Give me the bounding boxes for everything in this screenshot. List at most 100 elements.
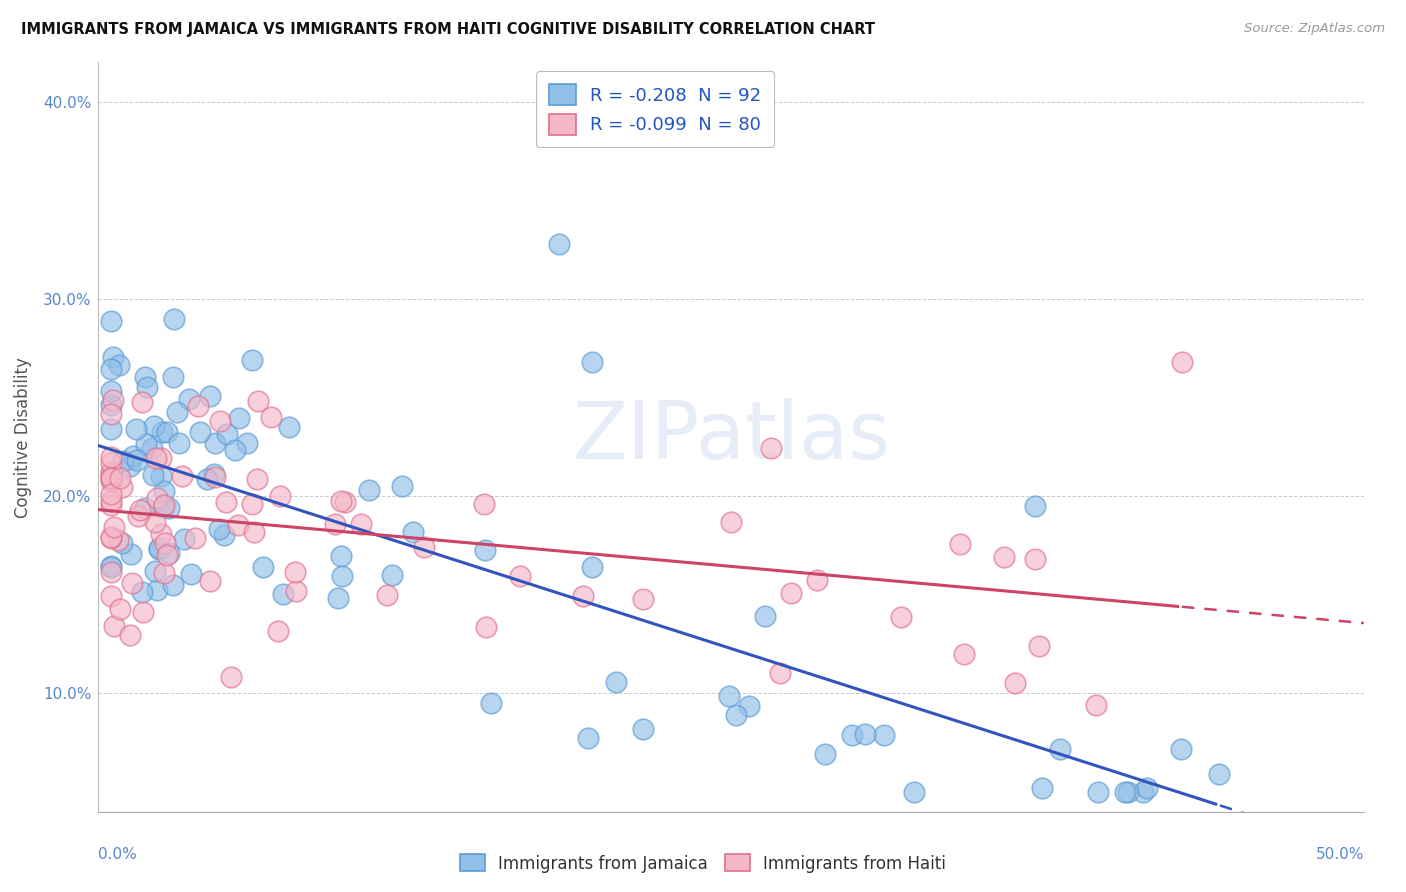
Point [187,399,209,413]
Point [141,441,163,455]
Legend: Immigrants from Jamaica, Immigrants from Haiti: Immigrants from Jamaica, Immigrants from… [453,847,953,880]
Point [605,674,627,689]
Point [768,666,790,681]
Point [271,587,294,601]
Point [548,236,571,251]
Point [285,583,308,598]
Point [1085,698,1108,713]
Point [1170,741,1192,756]
Point [142,467,165,482]
Point [100,398,122,412]
Point [474,619,496,633]
Point [333,494,356,508]
Point [350,516,373,531]
Point [143,515,166,529]
Point [101,350,124,364]
Point [208,522,231,536]
Point [890,610,912,624]
Point [474,542,496,557]
Point [107,359,129,373]
Point [1024,552,1046,566]
Point [631,591,654,606]
Point [841,728,863,742]
Point [149,450,172,465]
Point [121,576,143,591]
Point [156,548,179,562]
Point [246,393,269,408]
Point [148,541,170,555]
Text: IMMIGRANTS FROM JAMAICA VS IMMIGRANTS FROM HAITI COGNITIVE DISABILITY CORRELATIO: IMMIGRANTS FROM JAMAICA VS IMMIGRANTS FR… [21,22,875,37]
Point [269,489,291,503]
Point [224,443,246,458]
Point [724,708,747,723]
Point [166,405,188,419]
Point [953,647,976,661]
Point [754,609,776,624]
Point [100,475,122,489]
Point [100,565,122,579]
Point [107,533,129,547]
Point [204,470,226,484]
Point [1031,780,1053,795]
Point [135,436,157,450]
Point [200,389,222,403]
Point [100,422,122,436]
Point [479,696,502,710]
Point [157,500,180,515]
Point [1049,741,1071,756]
Point [188,425,211,439]
Text: ZIPatlas: ZIPatlas [572,398,890,476]
Point [100,468,122,483]
Point [100,559,122,574]
Point [195,472,218,486]
Point [162,578,184,592]
Point [509,569,531,583]
Point [150,527,173,541]
Point [146,491,169,506]
Point [180,566,202,581]
Point [284,565,307,579]
Point [184,531,207,545]
Point [103,618,125,632]
Point [100,499,122,513]
Point [323,517,346,532]
Point [576,731,599,746]
Point [330,569,353,583]
Point [1087,785,1109,799]
Point [157,545,180,559]
Point [145,450,167,465]
Point [111,535,134,549]
Point [215,427,238,442]
Point [108,601,131,615]
Point [100,407,122,421]
Text: Source: ZipAtlas.com: Source: ZipAtlas.com [1244,22,1385,36]
Point [243,525,266,540]
Point [100,589,122,603]
Point [125,422,148,436]
Point [170,469,193,483]
Point [167,435,190,450]
Point [202,467,225,482]
Point [100,456,122,470]
Point [375,588,398,602]
Point [720,515,742,529]
Point [120,458,142,473]
Point [717,689,740,703]
Point [259,410,281,425]
Point [121,449,143,463]
Point [738,698,761,713]
Point [806,573,828,587]
Point [330,549,353,564]
Point [127,508,149,523]
Point [150,425,173,439]
Point [132,605,155,619]
Point [581,560,603,574]
Point [162,370,184,384]
Point [240,497,263,511]
Point [208,414,231,428]
Point [212,528,235,542]
Point [1208,766,1230,780]
Point [813,747,835,761]
Point [631,722,654,736]
Point [252,560,274,574]
